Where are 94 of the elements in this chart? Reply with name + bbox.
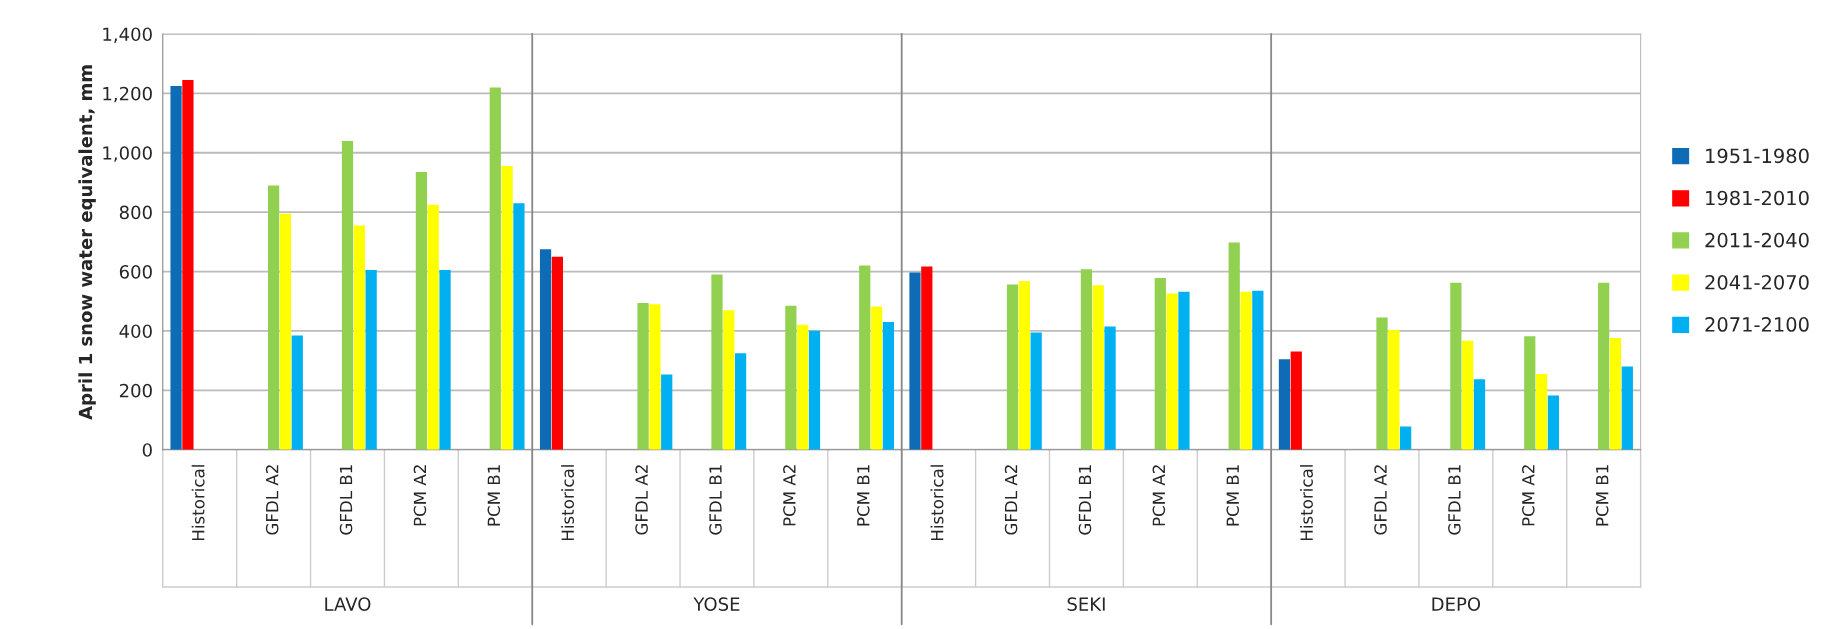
- bar: [1154, 278, 1166, 450]
- x-tick-label: Historical: [191, 465, 205, 541]
- bar: [1598, 282, 1610, 450]
- bar: [291, 335, 303, 450]
- bar: [1080, 269, 1093, 450]
- bar: [1278, 359, 1291, 450]
- bar: [735, 353, 747, 450]
- y-tick-label: 1,000: [103, 146, 152, 162]
- bar: [1240, 291, 1252, 450]
- bar: [1104, 326, 1116, 450]
- bar: [279, 213, 292, 450]
- bar: [501, 166, 513, 450]
- x-tick-label: Historical: [930, 465, 944, 541]
- x-tick-label: Historical: [561, 465, 575, 541]
- bar: [341, 140, 354, 450]
- y-tick-label: 800: [119, 205, 152, 220]
- bar: [870, 306, 883, 450]
- x-tick-label: GFDL B1: [709, 465, 722, 535]
- x-tick-label: GFDL A2: [1004, 465, 1018, 535]
- x-tick-label: Historical: [1300, 465, 1313, 541]
- legend-label: 2011-2040: [1705, 232, 1809, 248]
- legend-label: 1951-1980: [1706, 148, 1809, 164]
- text: SEKI: [1067, 597, 1105, 611]
- x-tick-label: PCM A2: [413, 465, 427, 526]
- bar: [808, 330, 821, 450]
- x-tick-label: PCM B1: [1226, 465, 1240, 526]
- y-axis-title: April 1 snow water equivalent, mm: [78, 65, 96, 420]
- bar: [1018, 281, 1030, 450]
- bar: [1178, 291, 1190, 450]
- bar: [1535, 374, 1548, 450]
- y-tick-label: 600: [119, 265, 152, 279]
- bar: [1252, 290, 1264, 450]
- y-tick-label: 200: [119, 383, 152, 398]
- bar: [1473, 379, 1486, 450]
- bar: [170, 85, 182, 450]
- bar: [489, 87, 501, 450]
- y-tick-label: 400: [119, 324, 152, 339]
- bar: [1388, 330, 1400, 450]
- bar: [661, 374, 673, 450]
- x-tick-label: PCM B1: [487, 465, 501, 526]
- legend-label: 2071-2100: [1705, 317, 1809, 332]
- x-tick-label: GFDL B1: [1078, 465, 1092, 535]
- y-tick-label: 1,200: [103, 86, 152, 103]
- text: DEPO: [1432, 597, 1481, 611]
- x-tick-label: PCM A2: [1152, 465, 1166, 526]
- x-tick-label: GFDL A2: [265, 465, 279, 535]
- x-tick-label: PCM A2: [1522, 465, 1535, 526]
- bar: [1166, 293, 1178, 450]
- y-tick-label: 1,400: [103, 27, 152, 43]
- text: YOSE: [693, 597, 740, 611]
- bar: [1462, 340, 1474, 450]
- x-tick-label: GFDL B1: [1448, 465, 1461, 535]
- bar: [551, 256, 563, 450]
- bar: [797, 324, 809, 450]
- bar: [1547, 395, 1560, 450]
- bar: [909, 272, 921, 450]
- bar: [1609, 338, 1622, 450]
- bar: [1524, 336, 1536, 450]
- y-tick-label: 0: [142, 443, 152, 457]
- bar: [785, 305, 797, 450]
- bar: [1006, 284, 1019, 450]
- bar: [1621, 366, 1633, 450]
- bar: [882, 322, 895, 450]
- bar: [415, 172, 428, 450]
- bar: [539, 249, 552, 450]
- text: LAVO: [325, 597, 371, 611]
- bar: [723, 310, 735, 450]
- bar: [439, 270, 451, 450]
- bar: [1290, 351, 1302, 450]
- bar: [649, 304, 661, 450]
- bar: [1092, 285, 1104, 450]
- bar: [182, 80, 194, 450]
- x-tick-label: GFDL B1: [339, 465, 353, 535]
- bar: [637, 303, 649, 450]
- x-tick-label: GFDL A2: [1374, 465, 1387, 535]
- bar: [711, 274, 723, 450]
- bar: [513, 203, 525, 450]
- bar: [427, 204, 439, 450]
- bar: [1400, 426, 1412, 450]
- bar: [1376, 317, 1388, 450]
- bar: [365, 270, 377, 450]
- legend-label: 1981-2010: [1706, 190, 1809, 206]
- x-tick-label: PCM B1: [856, 465, 870, 526]
- legend-label: 2041-2070: [1705, 274, 1809, 290]
- bar: [268, 185, 280, 450]
- x-tick-label: PCM A2: [783, 465, 796, 526]
- bar: [1030, 332, 1042, 450]
- bar: [1228, 242, 1240, 450]
- x-tick-label: PCM B1: [1595, 465, 1609, 526]
- bar: [1450, 282, 1462, 450]
- bar: [859, 265, 871, 450]
- bar: [921, 266, 933, 450]
- bar: [353, 225, 365, 450]
- x-tick-label: GFDL A2: [635, 465, 648, 535]
